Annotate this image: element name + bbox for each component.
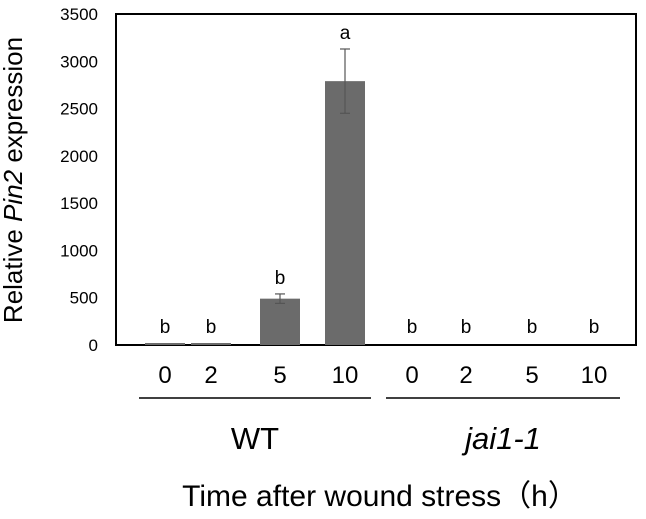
y-axis-title-part: Relative: [0, 222, 28, 323]
x-category-label: 0: [405, 362, 418, 389]
significance-letter: b: [407, 317, 418, 338]
x-axis-label: Time after wound stress（h）: [182, 480, 578, 513]
bar-WT-10: [325, 81, 365, 345]
bars: [145, 81, 365, 345]
x-category-labels: 0 2 5 10 0 2 5 10: [158, 362, 607, 389]
x-group-label: jai1-1: [461, 421, 541, 456]
x-category-label: 10: [581, 362, 608, 389]
significance-letters: b b b a b b b b: [160, 23, 600, 338]
x-category-label: 5: [273, 362, 286, 389]
y-tick-label: 1500: [60, 194, 98, 213]
x-category-label: 0: [158, 362, 171, 389]
x-group-label: WT: [231, 421, 279, 456]
y-tick-label: 3000: [60, 52, 98, 71]
significance-letter: b: [275, 268, 286, 289]
significance-letter: b: [206, 317, 217, 338]
y-axis-title: Relative Pin2 expression: [0, 37, 28, 323]
y-tick-label: 500: [70, 289, 98, 308]
x-category-label: 2: [204, 362, 217, 389]
bar-WT-5: [260, 298, 300, 345]
significance-letter: b: [527, 317, 538, 338]
x-category-label: 10: [332, 362, 359, 389]
y-axis-title-part: Pin2: [0, 169, 28, 222]
x-category-label: 2: [459, 362, 472, 389]
error-bar-WT-10: [340, 48, 350, 114]
plot-frame: [115, 13, 637, 346]
y-axis-label: Relative Pin2 expression: [0, 37, 28, 323]
y-tick-label: 0: [89, 336, 98, 355]
y-axis-title-part: expression: [0, 37, 28, 170]
y-tick-label: 2500: [60, 100, 98, 119]
x-category-label: 5: [525, 362, 538, 389]
y-axis-ticks: 0 500 1000 1500 2000 2500 3000 3500: [60, 5, 98, 355]
significance-letter: b: [461, 317, 472, 338]
error-bar-WT-5: [275, 293, 285, 304]
y-tick-label: 3500: [60, 5, 98, 24]
significance-letter: b: [160, 317, 171, 338]
significance-letter: b: [589, 317, 600, 338]
x-group-labels: WT jai1-1: [139, 397, 620, 456]
significance-letter: a: [340, 23, 351, 44]
y-tick-label: 1000: [60, 241, 98, 260]
error-bars: [275, 48, 350, 304]
y-tick-label: 2000: [60, 147, 98, 166]
